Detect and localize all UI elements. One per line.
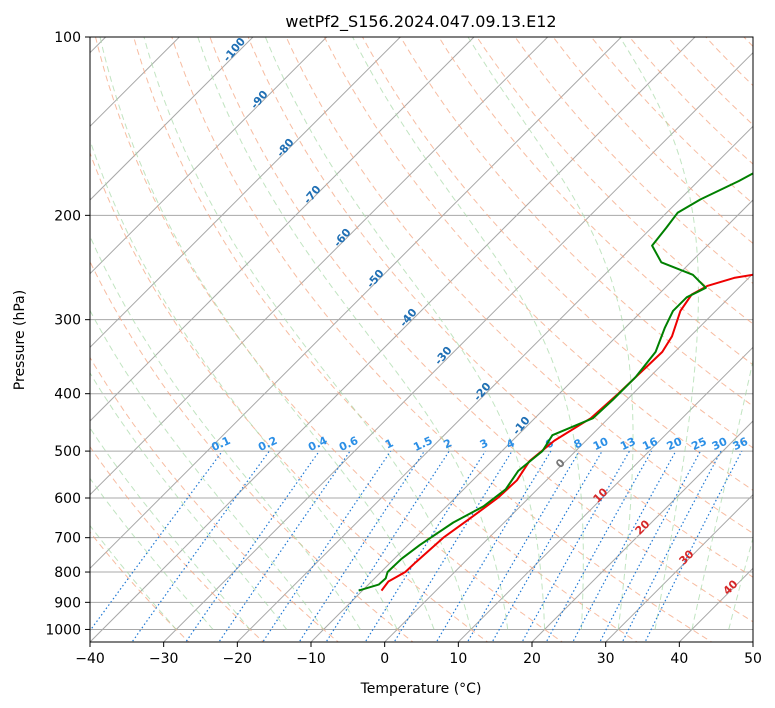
moist-adiabat-line [90, 371, 288, 630]
dewpoint-line [358, 172, 753, 592]
x-tick-label: 20 [523, 651, 541, 667]
isotherm-line [90, 37, 549, 496]
x-tick-label: 0 [380, 651, 389, 667]
moist-adiabat-line [90, 477, 214, 630]
moist-adiabat-line [197, 37, 509, 630]
dry-adiabat-line [94, 37, 564, 642]
mixing-ratio-line [185, 450, 320, 642]
y-tick-label: 300 [54, 313, 81, 329]
moist-adiabat-line [90, 524, 177, 630]
x-axis-title: Temperature (°C) [360, 681, 482, 697]
mixing-ratio-label: 16 [640, 435, 660, 453]
x-tick-label: −20 [223, 651, 253, 667]
y-tick-label: 900 [54, 595, 81, 611]
y-tick-label: 700 [54, 531, 81, 547]
moist-adiabat-line [352, 37, 584, 630]
isotherm-line [90, 37, 328, 275]
dry-adiabat-line [90, 151, 489, 642]
dry-adiabat-line [90, 260, 414, 642]
dry-adiabat-line [209, 37, 753, 623]
y-axis: 1000 900 800 700 600 500 400 300 200 100 [45, 30, 90, 638]
plot-frame [89, 36, 754, 643]
x-tick-label: −40 [75, 651, 105, 667]
mixing-ratio-label: 20 [665, 435, 685, 453]
temperature-line [380, 273, 753, 592]
moist-adiabat-line [90, 138, 398, 630]
dry-adiabat-line [514, 37, 753, 285]
dry-adiabat-line [90, 445, 265, 642]
mixing-ratio-line [90, 450, 223, 632]
mixing-ratio-line [393, 450, 513, 642]
mixing-ratio-line [572, 450, 677, 642]
moist-adiabat-line [90, 309, 324, 630]
mixing-ratio-line [131, 450, 270, 642]
moist-adiabat-line [691, 357, 753, 630]
moist-adiabat-line [264, 37, 546, 630]
y-tick-label: 400 [54, 387, 81, 403]
mixing-ratio-line [599, 450, 702, 642]
mixing-ratio-label: 30 [710, 435, 730, 453]
y-tick-label: 800 [54, 565, 81, 581]
isotherm-line [90, 37, 401, 349]
moist-adiabat-line [619, 37, 699, 630]
y-tick-label: 1000 [45, 622, 81, 638]
x-tick-label: 30 [597, 651, 615, 667]
x-axis: −40 −30 −20 −10 0 10 20 30 40 50 [75, 642, 762, 667]
mixing-ratio-line [298, 450, 425, 642]
isotherm-line [236, 125, 753, 642]
mixing-ratio-label: 13 [618, 435, 637, 453]
isotherm-line [310, 199, 753, 642]
mixing-ratio-line [621, 450, 722, 642]
mixing-ratio-label: 36 [731, 435, 751, 453]
mixing-ratio-label: 25 [689, 435, 708, 453]
y-tick-label: 200 [54, 208, 81, 224]
chart-title: wetPf2_S156.2024.047.09.13.E12 [285, 12, 556, 32]
isotherm-line [531, 420, 753, 642]
x-tick-label: −10 [296, 651, 326, 667]
isotherm-line [90, 37, 475, 422]
isotherm-line [90, 37, 254, 201]
mixing-ratio-line [466, 450, 580, 642]
moist-adiabat-line [467, 37, 634, 630]
moist-adiabat-line [728, 536, 753, 630]
moist-adiabat-line [90, 427, 251, 630]
y-tick-label: 600 [54, 491, 81, 507]
x-tick-label: 10 [449, 651, 467, 667]
mixing-ratio-line [262, 450, 392, 642]
isotherm-line [90, 37, 696, 642]
x-tick-label: 40 [670, 651, 688, 667]
dry-adiabat-line [90, 356, 340, 642]
y-tick-label: 100 [54, 30, 81, 46]
isotherm-line [90, 37, 622, 570]
y-axis-title: Pressure (hPa) [12, 290, 28, 390]
x-tick-label: −30 [149, 651, 179, 667]
profile-series [358, 172, 753, 592]
isotherm-line [384, 272, 753, 642]
dry-adiabat-line [133, 37, 638, 642]
mixing-ratio-line [218, 450, 351, 642]
moist-adiabat-line [99, 37, 435, 630]
isotherm-line [163, 51, 753, 642]
x-tick-label: 50 [744, 651, 762, 667]
moist-adiabat-line [90, 235, 361, 630]
mixing-ratio-label: 10 [591, 435, 611, 453]
y-tick-label: 500 [54, 444, 81, 460]
isotherm-line [605, 493, 753, 642]
isotherm-line [457, 346, 753, 642]
mixing-ratio-line [325, 450, 450, 642]
moist-adiabat-line [143, 37, 472, 630]
